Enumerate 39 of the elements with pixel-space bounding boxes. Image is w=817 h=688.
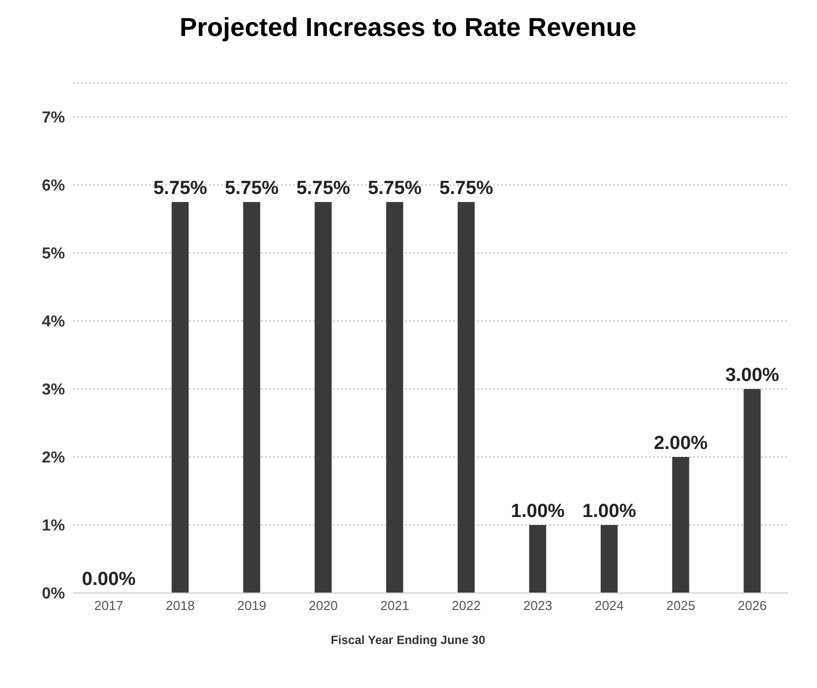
bar <box>172 202 189 593</box>
bar <box>672 457 690 593</box>
x-tick-label: 2023 <box>523 598 552 614</box>
x-tick-label: 2021 <box>380 598 410 614</box>
x-tick-label: 2022 <box>452 598 481 614</box>
data-label: 1.00% <box>510 501 565 522</box>
y-tick-label: 6% <box>42 178 65 195</box>
data-label: 5.75% <box>224 178 279 199</box>
data-label: 1.00% <box>582 501 636 522</box>
y-tick-label: 5% <box>42 246 65 263</box>
data-label: 3.00% <box>725 365 780 386</box>
x-tick-label: 2017 <box>94 598 124 614</box>
x-tick-label: 2024 <box>594 598 624 614</box>
data-label: 5.75% <box>296 178 350 199</box>
data-label: 5.75% <box>368 178 422 199</box>
x-tick-label: 2025 <box>666 598 696 614</box>
bar <box>243 202 260 593</box>
data-label: 0.00% <box>82 569 136 590</box>
y-tick-label: 4% <box>42 314 65 331</box>
data-label: 5.75% <box>153 178 208 199</box>
x-axis-title: Fiscal Year Ending June 30 <box>330 633 486 647</box>
x-tick-label: 2026 <box>738 598 767 614</box>
x-tick-label: 2020 <box>308 598 338 614</box>
y-tick-label: 7% <box>42 110 65 127</box>
y-tick-label: 0% <box>42 586 65 603</box>
x-tick-label: 2018 <box>166 598 195 614</box>
y-tick-label: 3% <box>42 382 65 399</box>
bar <box>744 389 761 593</box>
y-tick-label: 2% <box>42 450 65 467</box>
bar <box>458 202 475 593</box>
y-tick-label: 1% <box>42 518 65 535</box>
x-tick-label: 2019 <box>237 598 266 614</box>
bar <box>314 202 332 593</box>
data-label: 5.75% <box>439 178 494 199</box>
chart-title: Projected Increases to Rate Revenue <box>178 11 638 43</box>
bar <box>386 202 404 593</box>
data-label: 2.00% <box>654 433 708 454</box>
bar <box>600 525 618 593</box>
bar <box>529 525 546 593</box>
